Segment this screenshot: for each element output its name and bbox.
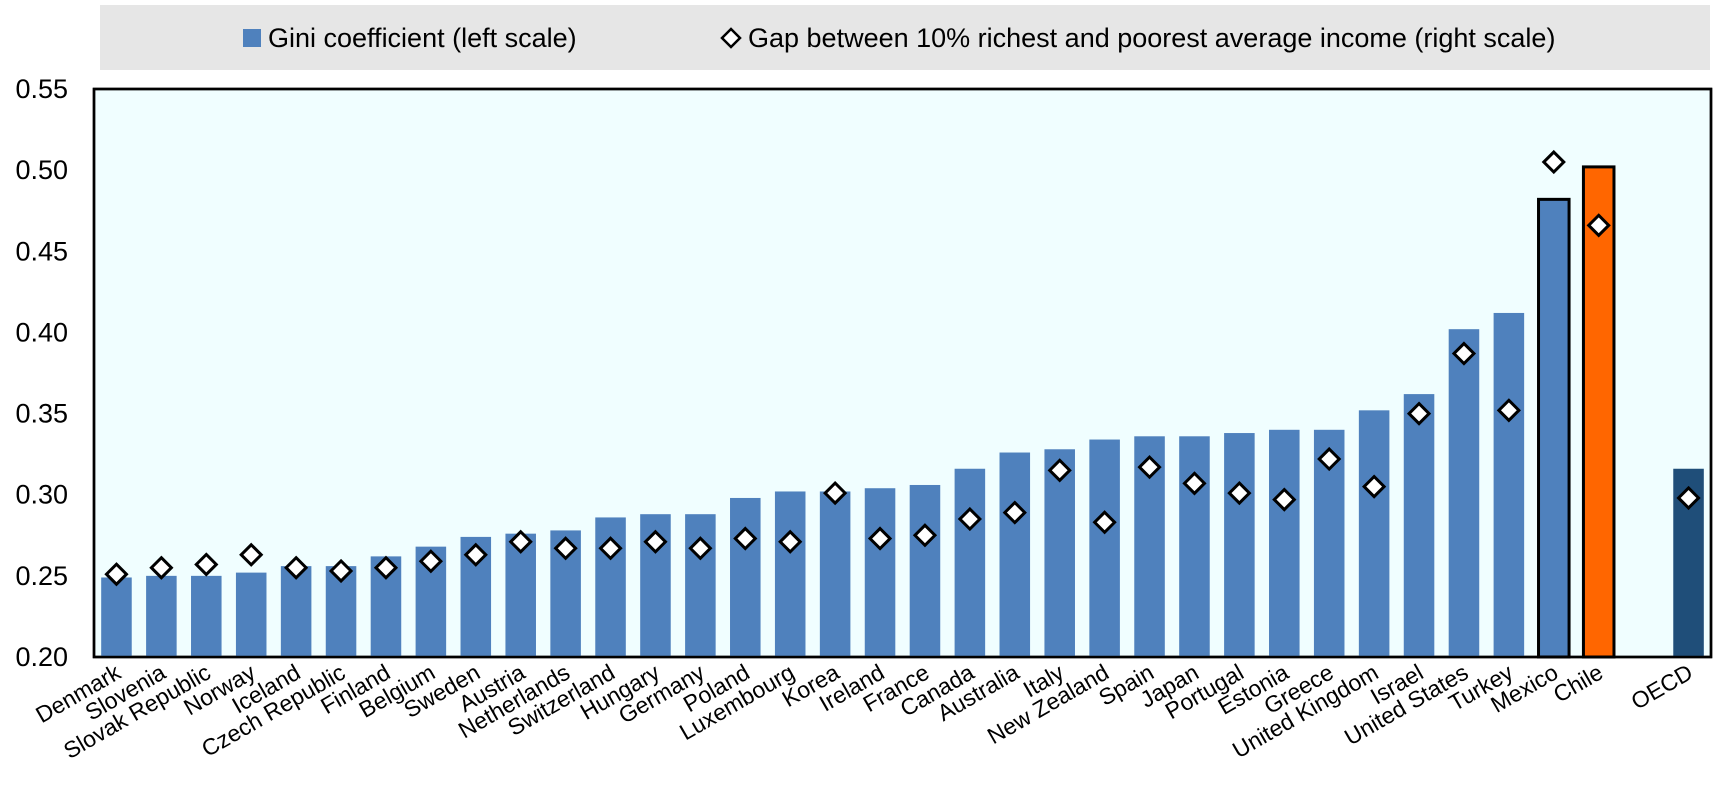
gap-diamond-marker [1451, 341, 1477, 366]
gap-diamond-marker [1002, 500, 1027, 525]
gap-diamond-marker [284, 555, 309, 580]
gini-bar [235, 572, 267, 657]
legend-background [100, 5, 1710, 70]
gini-bar [999, 452, 1031, 657]
gap-diamond-marker [1406, 401, 1432, 426]
gap-diamond-marker [104, 562, 129, 587]
gap-diamond-marker [867, 526, 893, 551]
plot-frame [92, 87, 1713, 659]
y-axis: 0.20 0.25 0.30 0.35 0.40 0.45 0.50 0.55 [15, 74, 68, 672]
y-tick-label: 0.20 [15, 642, 68, 672]
gap-diamond-marker [643, 529, 668, 554]
y-tick-label: 0.25 [15, 561, 68, 591]
gini-bar [1269, 429, 1300, 657]
gap-diamond-marker [957, 506, 982, 532]
y-tick-label: 0.45 [15, 236, 68, 266]
gap-diamond-marker [1362, 474, 1387, 499]
gini-bar [819, 491, 851, 657]
gini-bar [280, 566, 312, 657]
plot-area [92, 87, 1713, 659]
gap-diamond-marker [1047, 458, 1072, 483]
gap-diamond-marker [733, 526, 758, 551]
gini-bar [1224, 433, 1255, 657]
gap-diamond-marker [194, 552, 219, 577]
gap-diamond-marker [553, 536, 578, 561]
gap-diamond-marker [1272, 487, 1297, 512]
gini-bar [1358, 410, 1390, 657]
legend-bar-swatch [243, 29, 261, 47]
gini-bar [1044, 449, 1075, 657]
gini-bar [1403, 394, 1435, 657]
legend-label-gap: Gap between 10% richest and poorest aver… [748, 23, 1555, 53]
gap-diamond-marker [239, 542, 264, 567]
gini-bar [774, 491, 806, 657]
gap-diamond-marker [688, 536, 713, 561]
gap-diamond-marker [1586, 213, 1611, 238]
gini-bar [1179, 436, 1210, 657]
gap-diamond-marker [149, 555, 174, 580]
y-tick-label: 0.55 [15, 74, 68, 104]
gap-diamond-marker [328, 558, 354, 584]
gini-bar [864, 488, 896, 657]
gap-diamond-marker [418, 549, 443, 574]
gap-diamond-marker [1182, 471, 1207, 496]
legend: Gini coefficient (left scale) Gap betwee… [100, 5, 1710, 70]
y-tick-label: 0.50 [15, 155, 68, 185]
gini-bar [730, 497, 761, 657]
gap-diamond-marker [463, 542, 488, 567]
legend-diamond-marker [720, 27, 742, 49]
gini-bar [146, 575, 177, 657]
gini-bar [954, 468, 986, 657]
gini-bar [1581, 165, 1616, 659]
x-category-label: Chile [1549, 659, 1607, 708]
gap-diamond-marker [373, 555, 399, 580]
gini-bar [909, 484, 941, 657]
x-category-label: OECD [1626, 659, 1697, 715]
gini-bar [1448, 329, 1480, 657]
gini-bar [101, 577, 132, 657]
gap-diamond-marker [912, 523, 938, 548]
gap-diamond-marker [1092, 510, 1117, 535]
gap-diamond-marker [1541, 149, 1566, 175]
y-tick-label: 0.35 [15, 399, 68, 429]
gap-diamond-marker [508, 529, 533, 554]
gap-diamond-marker [1317, 446, 1342, 472]
gap-diamond-marker [1137, 455, 1162, 480]
legend-label-gini: Gini coefficient (left scale) [268, 23, 577, 53]
y-tick-label: 0.30 [15, 480, 68, 510]
gini-bar [191, 575, 222, 657]
gini-bar [1537, 197, 1571, 659]
bars-layer [101, 165, 1704, 659]
gap-diamond-marker [778, 529, 803, 554]
y-tick-label: 0.40 [15, 317, 68, 347]
gap-diamond-marker [1676, 485, 1701, 511]
markers-layer [104, 149, 1701, 587]
gap-diamond-marker [598, 536, 623, 561]
gap-diamond-marker [1496, 398, 1522, 423]
gini-bar [1089, 439, 1120, 657]
gini-bar [1493, 312, 1525, 657]
gini-bar [685, 514, 716, 657]
gap-diamond-marker [1227, 480, 1252, 506]
gini-bar [505, 533, 536, 657]
gap-diamond-marker [823, 480, 848, 506]
